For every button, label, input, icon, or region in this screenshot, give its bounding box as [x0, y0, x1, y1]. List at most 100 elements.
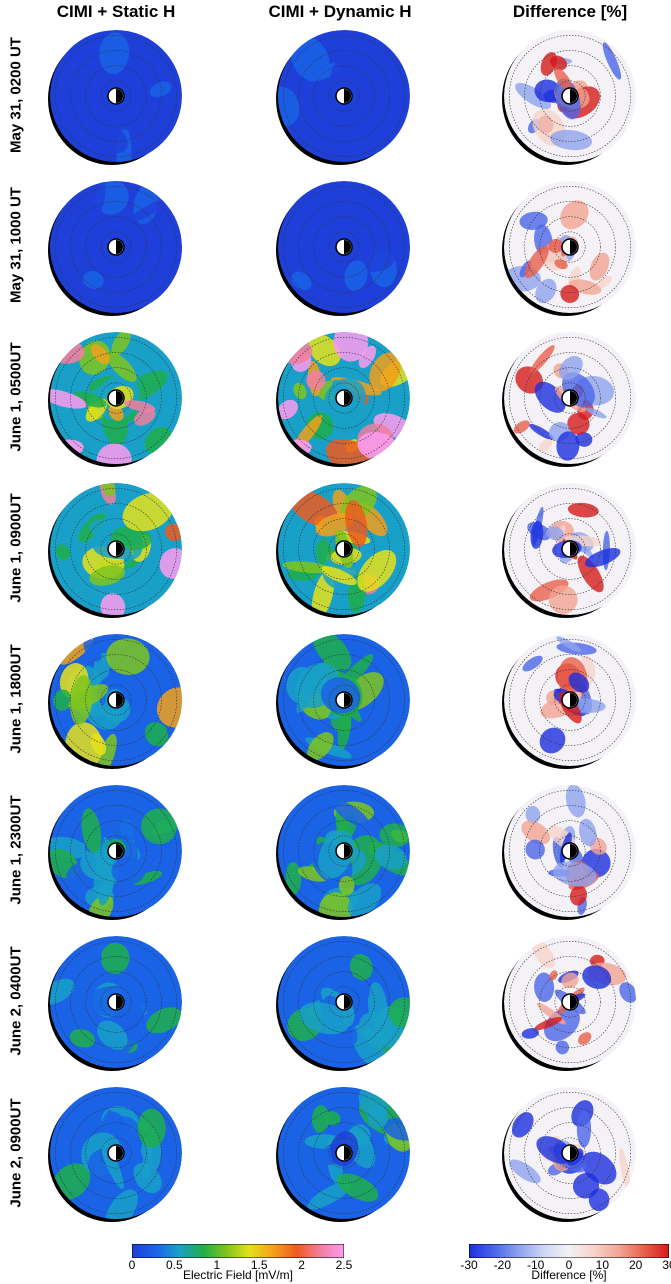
grid-ring	[524, 654, 616, 746]
grid-ring	[554, 231, 586, 263]
field-blob	[307, 1181, 352, 1210]
colorbar-difference	[469, 1244, 669, 1258]
diff-tick: 30	[662, 1258, 671, 1272]
grid-ring	[54, 34, 178, 158]
diff-blob	[577, 1032, 592, 1045]
field-blob	[100, 942, 130, 974]
grid-ring	[539, 518, 601, 580]
field-blob	[144, 722, 169, 747]
grid-ring	[313, 971, 375, 1033]
grid-ring	[554, 382, 586, 414]
field-blob	[345, 500, 368, 548]
earth-night-half	[116, 89, 123, 103]
grid-ring	[282, 789, 406, 913]
polar-panel	[48, 181, 182, 316]
grid-ring	[508, 487, 632, 611]
field-blob	[93, 847, 118, 900]
field-blob	[82, 270, 104, 289]
diff-blob	[575, 432, 593, 447]
grid-ring	[54, 185, 178, 309]
field-blob	[90, 733, 107, 756]
row-label-0: May 31, 0200 UT	[7, 37, 25, 153]
grid-ring	[539, 971, 601, 1033]
row-label-5: June 1, 2300UT	[7, 795, 25, 905]
field-blob	[290, 36, 330, 82]
diff-blob	[545, 526, 564, 541]
grid-ring	[313, 216, 375, 278]
polar-panel	[276, 332, 410, 467]
grid-ring	[298, 1107, 390, 1199]
grid-ring	[508, 1091, 632, 1215]
polar-panel	[48, 785, 182, 920]
polar-panel	[502, 30, 636, 165]
field-blob	[52, 1163, 91, 1200]
diff-blob	[525, 839, 545, 860]
grid-ring	[298, 50, 390, 142]
field-blob	[285, 861, 302, 895]
diff-blob	[524, 245, 549, 279]
earth-night-half	[116, 995, 123, 1009]
earth-night-half	[570, 693, 577, 707]
grid-ring	[70, 956, 162, 1048]
field-blob	[101, 483, 116, 497]
grid-ring	[539, 669, 601, 731]
diff-blob	[556, 431, 580, 461]
field-blob	[357, 550, 397, 592]
field-blob	[70, 675, 93, 725]
grid-ring	[524, 956, 616, 1048]
field-blob	[126, 69, 166, 109]
field-blob	[97, 1020, 128, 1050]
grid-ring	[298, 201, 390, 293]
field-blob	[146, 1007, 182, 1034]
field-blob	[358, 345, 377, 369]
diff-blob	[567, 502, 599, 518]
field-blob	[54, 92, 97, 133]
grid-ring	[539, 216, 601, 278]
grid-ring	[313, 65, 375, 127]
grid-ring	[539, 367, 601, 429]
field-blob	[349, 113, 366, 129]
grid-ring	[539, 820, 601, 882]
grid-ring	[100, 986, 132, 1018]
field-blob	[50, 978, 75, 1005]
polar-panel	[48, 483, 182, 618]
diff-blob	[511, 1112, 534, 1138]
diff-blob	[529, 345, 555, 374]
field-blob	[89, 565, 126, 586]
field-blob	[350, 953, 373, 981]
field-blob	[55, 544, 71, 561]
grid-ring	[70, 805, 162, 897]
field-blob	[130, 1007, 151, 1039]
panel-content	[50, 30, 182, 162]
field-blob	[137, 1108, 166, 1148]
grid-ring	[100, 1137, 132, 1169]
field-tick: 2.5	[335, 1258, 353, 1272]
grid-ring	[298, 654, 390, 746]
row-label-6: June 2, 0400UT	[7, 946, 25, 1056]
diff-blob	[554, 259, 568, 270]
polar-panel	[48, 634, 182, 769]
grid-ring	[524, 352, 616, 444]
diff-blob	[538, 438, 553, 452]
grid-ring	[54, 789, 178, 913]
field-blob	[156, 687, 182, 728]
grid-ring	[70, 1107, 162, 1199]
field-blob	[106, 638, 150, 675]
diff-blob	[555, 1040, 570, 1055]
grid-ring	[298, 956, 390, 1048]
grid-ring	[524, 1107, 616, 1199]
grid-ring	[328, 533, 360, 565]
grid-ring	[54, 487, 178, 611]
diff-blob	[548, 585, 578, 615]
diff-blob	[578, 818, 597, 847]
diff-blob	[619, 982, 636, 1003]
grid-ring	[70, 503, 162, 595]
grid-ring	[282, 185, 406, 309]
diff-blob	[531, 939, 555, 969]
field-blob	[282, 561, 332, 574]
field-blob	[111, 332, 131, 356]
field-blob	[379, 823, 410, 848]
diff-tick: -20	[493, 1258, 511, 1272]
diff-blob	[568, 672, 590, 693]
polar-panel	[276, 785, 410, 920]
